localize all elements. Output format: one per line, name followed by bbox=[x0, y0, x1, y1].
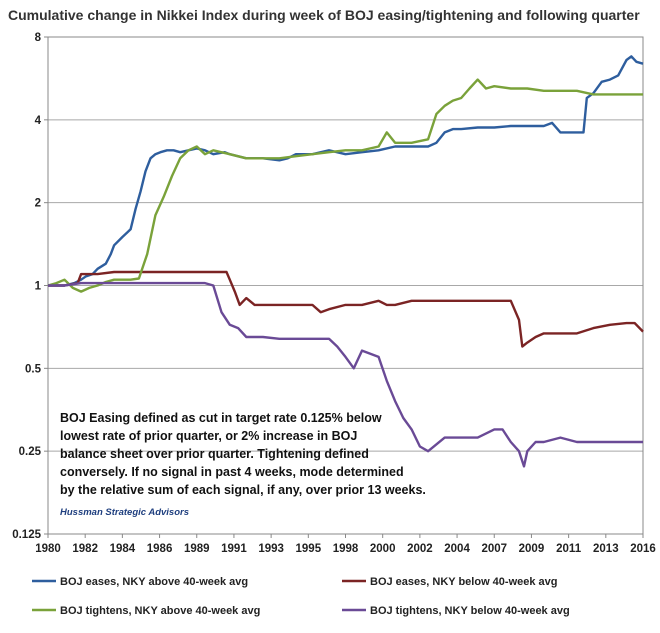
x-tick-label: 1982 bbox=[72, 543, 98, 555]
annotation-line: BOJ Easing defined as cut in target rate… bbox=[60, 411, 382, 425]
legend-label: BOJ tightens, NKY below 40-week avg bbox=[370, 605, 570, 617]
legend-label: BOJ eases, NKY above 40-week avg bbox=[60, 576, 248, 588]
legend-label: BOJ tightens, NKY above 40-week avg bbox=[60, 605, 260, 617]
annotation-text: BOJ Easing defined as cut in target rate… bbox=[60, 411, 426, 497]
x-tick-label: 2009 bbox=[519, 543, 545, 555]
annotation-line: conversely. If no signal in past 4 weeks… bbox=[60, 465, 404, 479]
x-tick-label: 2016 bbox=[630, 543, 656, 555]
x-tick-label: 1989 bbox=[184, 543, 210, 555]
x-tick-label: 1998 bbox=[333, 543, 359, 555]
annotation-line: balance sheet over prior quarter. Tighte… bbox=[60, 447, 369, 461]
credit-text: Hussman Strategic Advisors bbox=[60, 507, 189, 518]
chart-title: Cumulative change in Nikkei Index during… bbox=[8, 7, 640, 23]
x-tick-label: 2007 bbox=[481, 543, 507, 555]
x-tick-label: 2000 bbox=[370, 543, 396, 555]
x-tick-label: 2004 bbox=[444, 543, 470, 555]
y-tick-label: 0.5 bbox=[25, 363, 42, 375]
annotation-line: by the relative sum of each signal, if a… bbox=[60, 483, 426, 497]
x-tick-label: 2013 bbox=[593, 543, 619, 555]
series-line-3 bbox=[47, 78, 643, 293]
series-line-1 bbox=[48, 55, 644, 287]
y-tick-label: 1 bbox=[35, 281, 42, 293]
x-tick-label: 1984 bbox=[110, 543, 136, 555]
x-tick-label: 2002 bbox=[407, 543, 433, 555]
annotation: BOJ Easing defined as cut in target rate… bbox=[60, 411, 426, 497]
x-tick-label: 1980 bbox=[35, 543, 61, 555]
series-line-4 bbox=[48, 281, 643, 468]
series-group bbox=[47, 55, 644, 468]
x-tick-label: 1986 bbox=[147, 543, 173, 555]
y-tick-label: 4 bbox=[35, 115, 42, 127]
x-tick-label: 2011 bbox=[556, 543, 582, 555]
y-tick-label: 2 bbox=[35, 198, 41, 210]
x-tick-label: 1993 bbox=[258, 543, 284, 555]
y-tick-label: 0.25 bbox=[19, 446, 42, 458]
y-tick-label: 0.125 bbox=[12, 529, 41, 541]
x-tick-label: 1995 bbox=[296, 543, 322, 555]
axes: 8 4 2 1 0.5 0.25 0.125 1980 1982 1984 1986 1989 1991… bbox=[12, 32, 656, 555]
series-line-2 bbox=[48, 270, 644, 348]
legend: BOJ eases, NKY above 40-week avg BOJ ease… bbox=[32, 576, 570, 617]
x-tick-label: 1991 bbox=[221, 543, 247, 555]
legend-label: BOJ eases, NKY below 40-week avg bbox=[370, 576, 558, 588]
annotation-line: lowest rate of prior quarter, or 2% incr… bbox=[60, 429, 357, 443]
y-tick-label: 8 bbox=[35, 32, 42, 44]
